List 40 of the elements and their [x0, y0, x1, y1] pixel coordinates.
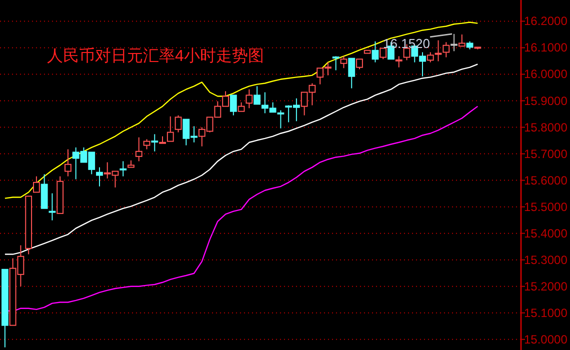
y-tick-label: 15.6000 — [524, 173, 568, 188]
line-series — [4, 64, 478, 255]
candlestick — [166, 116, 174, 142]
candlestick — [64, 148, 72, 177]
y-tick-label: 16.1000 — [524, 40, 568, 55]
y-tick-label: 15.3000 — [524, 252, 568, 267]
y-tick-label: 15.5000 — [524, 200, 568, 214]
candlestick — [356, 58, 363, 70]
text: 人民币对日元汇率4小时走势图 — [47, 47, 264, 65]
candlestick — [246, 88, 253, 109]
candlestick — [254, 86, 261, 105]
candlestick — [174, 114, 182, 133]
y-tick-label: 15.0000 — [524, 332, 568, 346]
candlestick — [238, 102, 245, 112]
candlestick — [395, 56, 402, 68]
candlestick — [458, 34, 466, 47]
candlestick — [332, 56, 340, 71]
y-tick-label: 15.8000 — [524, 120, 568, 134]
candlestick — [48, 192, 56, 221]
y-tick-label: 15.2000 — [524, 279, 568, 294]
candlestick — [135, 136, 142, 162]
y-tick-label: 15.7000 — [524, 146, 568, 161]
candlestick — [277, 110, 284, 129]
y-tick-label: 15.4000 — [524, 226, 568, 240]
candlestick — [380, 48, 387, 60]
candlestick — [120, 160, 127, 177]
candlestick — [372, 40, 379, 63]
y-tick-label: 16.0000 — [524, 67, 568, 82]
candlestick — [442, 42, 450, 58]
candlestick — [143, 138, 150, 150]
candlestick — [230, 94, 237, 116]
line-series — [4, 22, 478, 199]
y-tick-label: 15.1000 — [524, 306, 568, 320]
candlestick — [33, 176, 40, 193]
candlestick — [348, 58, 356, 89]
candlestick — [340, 56, 348, 69]
y-tick-label: 15.9000 — [524, 94, 568, 108]
y-tick-label: 16.2000 — [524, 14, 568, 28]
candlestick — [151, 134, 158, 152]
candlestick — [96, 166, 103, 187]
